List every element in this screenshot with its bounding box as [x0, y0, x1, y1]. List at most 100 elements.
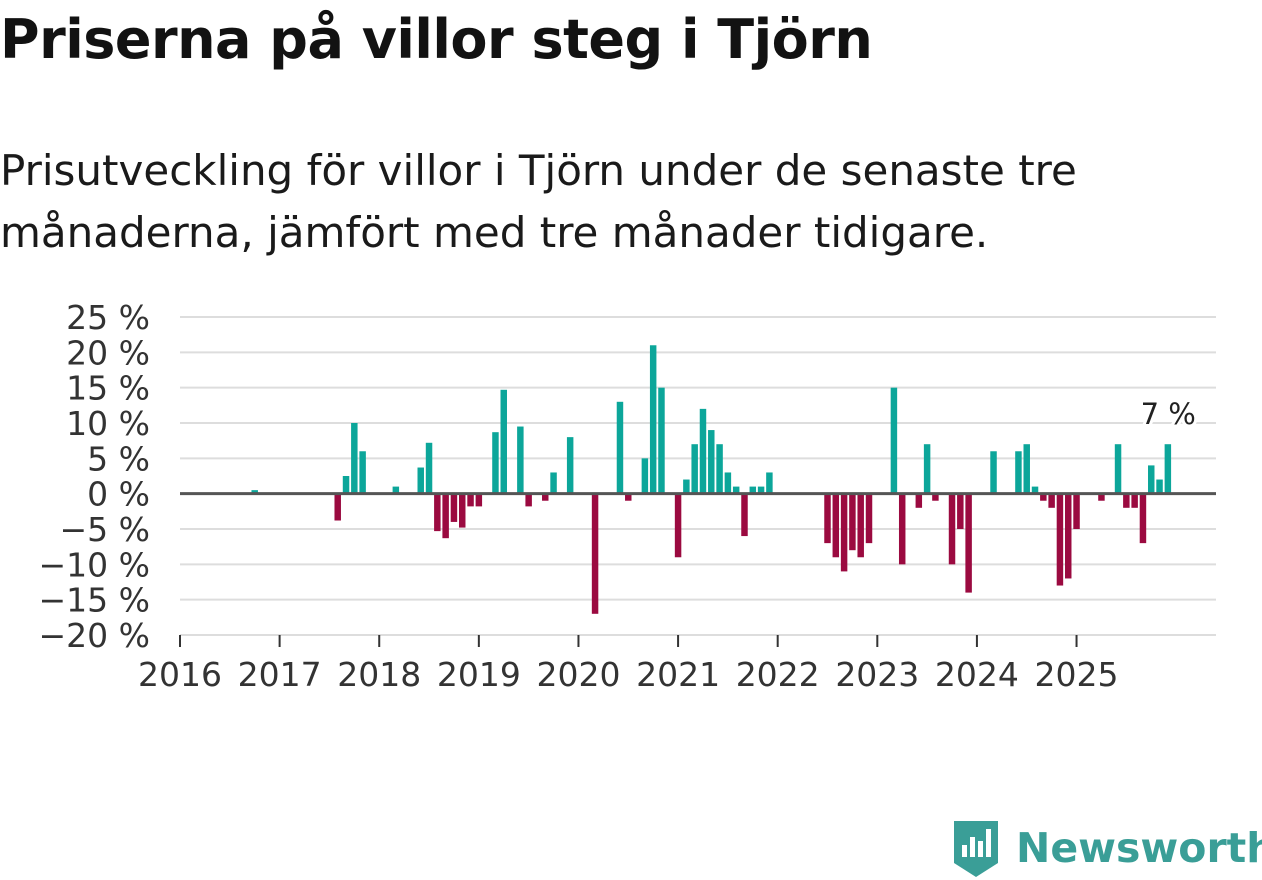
bar-53: [990, 451, 997, 494]
bar-33: [724, 472, 732, 494]
bar-51: [957, 493, 964, 529]
bar-30: [699, 408, 707, 494]
x-axis: 2016 2017 2018 2019 2020 2021 2022 2023 2024 2025: [138, 634, 1216, 694]
x-tick-label: 2016: [138, 655, 222, 694]
bar-17: [525, 493, 532, 507]
bar-65: [1131, 493, 1138, 508]
bar-52: [965, 493, 972, 593]
bar-14: [492, 432, 499, 494]
bar-24: [641, 458, 649, 494]
bar-13: [475, 493, 483, 507]
chart-title: Priserna på villor steg i Tjörn: [0, 8, 873, 71]
bar-32: [716, 444, 723, 494]
bar-66: [1139, 493, 1147, 544]
bar-39: [824, 493, 831, 544]
bar-5: [392, 486, 400, 494]
bar-59: [1056, 493, 1064, 586]
bar-54: [1015, 451, 1022, 494]
x-tick-label: 2024: [935, 655, 1019, 694]
bar-23: [625, 493, 632, 501]
bar-19: [550, 472, 557, 494]
y-tick-label: −20 %: [39, 616, 151, 655]
y-tick-label: 0 %: [87, 475, 150, 514]
bar-68: [1156, 479, 1163, 494]
bar-25: [649, 345, 657, 494]
x-tick-label: 2025: [1035, 655, 1119, 694]
bar-16: [517, 426, 524, 494]
bar-60: [1065, 493, 1072, 579]
bar-67: [1148, 465, 1155, 494]
bar-chart: 25 %20 %15 %10 %5 %0 %−5 %−10 %−15 %−20 …: [39, 298, 1216, 694]
bar-57: [1040, 493, 1047, 501]
bar-18: [542, 493, 549, 501]
y-tick-label: 5 %: [87, 439, 150, 478]
y-tick-label: −10 %: [39, 545, 151, 584]
bar-64: [1123, 493, 1130, 508]
y-tick-label: 25 %: [66, 298, 150, 337]
y-tick-label: −15 %: [39, 581, 151, 620]
bar-15: [500, 389, 507, 494]
bar-27: [674, 493, 682, 558]
bar-10: [450, 493, 458, 522]
bar-50: [948, 493, 956, 565]
bar-12: [467, 493, 474, 507]
bar-36: [749, 486, 757, 494]
x-tick-label: 2023: [835, 655, 919, 694]
brand-name: Newsworthy: [1016, 824, 1262, 872]
bar-0: [251, 490, 258, 494]
bar-56: [1031, 486, 1039, 494]
x-tick-label: 2018: [337, 655, 421, 694]
bar-28: [683, 479, 690, 494]
bar-31: [708, 430, 715, 494]
bar-4: [359, 451, 366, 494]
y-axis-labels: 25 %20 %15 %10 %5 %0 %−5 %−10 %−15 %−20 …: [39, 298, 151, 655]
bar-47: [915, 493, 923, 508]
chart-subtitle: Prisutveckling för villor i Tjörn under …: [0, 146, 1077, 257]
y-tick-label: 10 %: [66, 404, 150, 443]
bar-41: [840, 493, 848, 572]
bar-3: [351, 423, 358, 494]
x-tick-label: 2021: [636, 655, 720, 694]
bar-48: [923, 444, 931, 494]
bar-7: [425, 442, 433, 494]
bar-22: [616, 401, 624, 494]
x-tick-label: 2020: [536, 655, 620, 694]
bar-61: [1073, 493, 1080, 529]
brand-logo: Newsworthy: [950, 816, 1262, 880]
newsworthy-logo-icon: [954, 821, 998, 877]
bar-9: [442, 493, 449, 539]
bar-43: [857, 493, 864, 558]
latest-value-label: 7 %: [1141, 397, 1196, 431]
bar-62: [1098, 493, 1105, 501]
bar-42: [849, 493, 856, 551]
bar-38: [766, 472, 773, 494]
bar-46: [898, 493, 906, 565]
bar-6: [417, 467, 424, 494]
bar-1: [334, 493, 341, 521]
bar-29: [691, 444, 698, 494]
y-tick-label: 15 %: [66, 369, 150, 408]
bar-2: [342, 476, 350, 494]
bar-44: [865, 493, 873, 544]
bar-26: [658, 387, 665, 494]
bar-69: [1164, 444, 1172, 494]
bar-8: [434, 493, 441, 532]
bar-49: [932, 493, 939, 501]
gridlines: [180, 316, 1216, 636]
y-tick-label: 20 %: [66, 333, 150, 372]
bar-40: [832, 493, 840, 558]
x-tick-label: 2019: [437, 655, 521, 694]
x-tick-label: 2022: [736, 655, 820, 694]
bar-37: [757, 486, 765, 494]
bars: [251, 345, 1172, 614]
annotations: 7 %: [1138, 394, 1199, 434]
bar-11: [459, 493, 466, 528]
y-tick-label: −5 %: [60, 510, 151, 549]
bar-35: [741, 493, 748, 537]
bar-63: [1114, 444, 1122, 494]
x-tick-label: 2017: [238, 655, 322, 694]
bar-58: [1048, 493, 1055, 508]
bar-20: [566, 437, 574, 494]
bar-45: [890, 387, 898, 494]
bar-34: [732, 486, 740, 494]
